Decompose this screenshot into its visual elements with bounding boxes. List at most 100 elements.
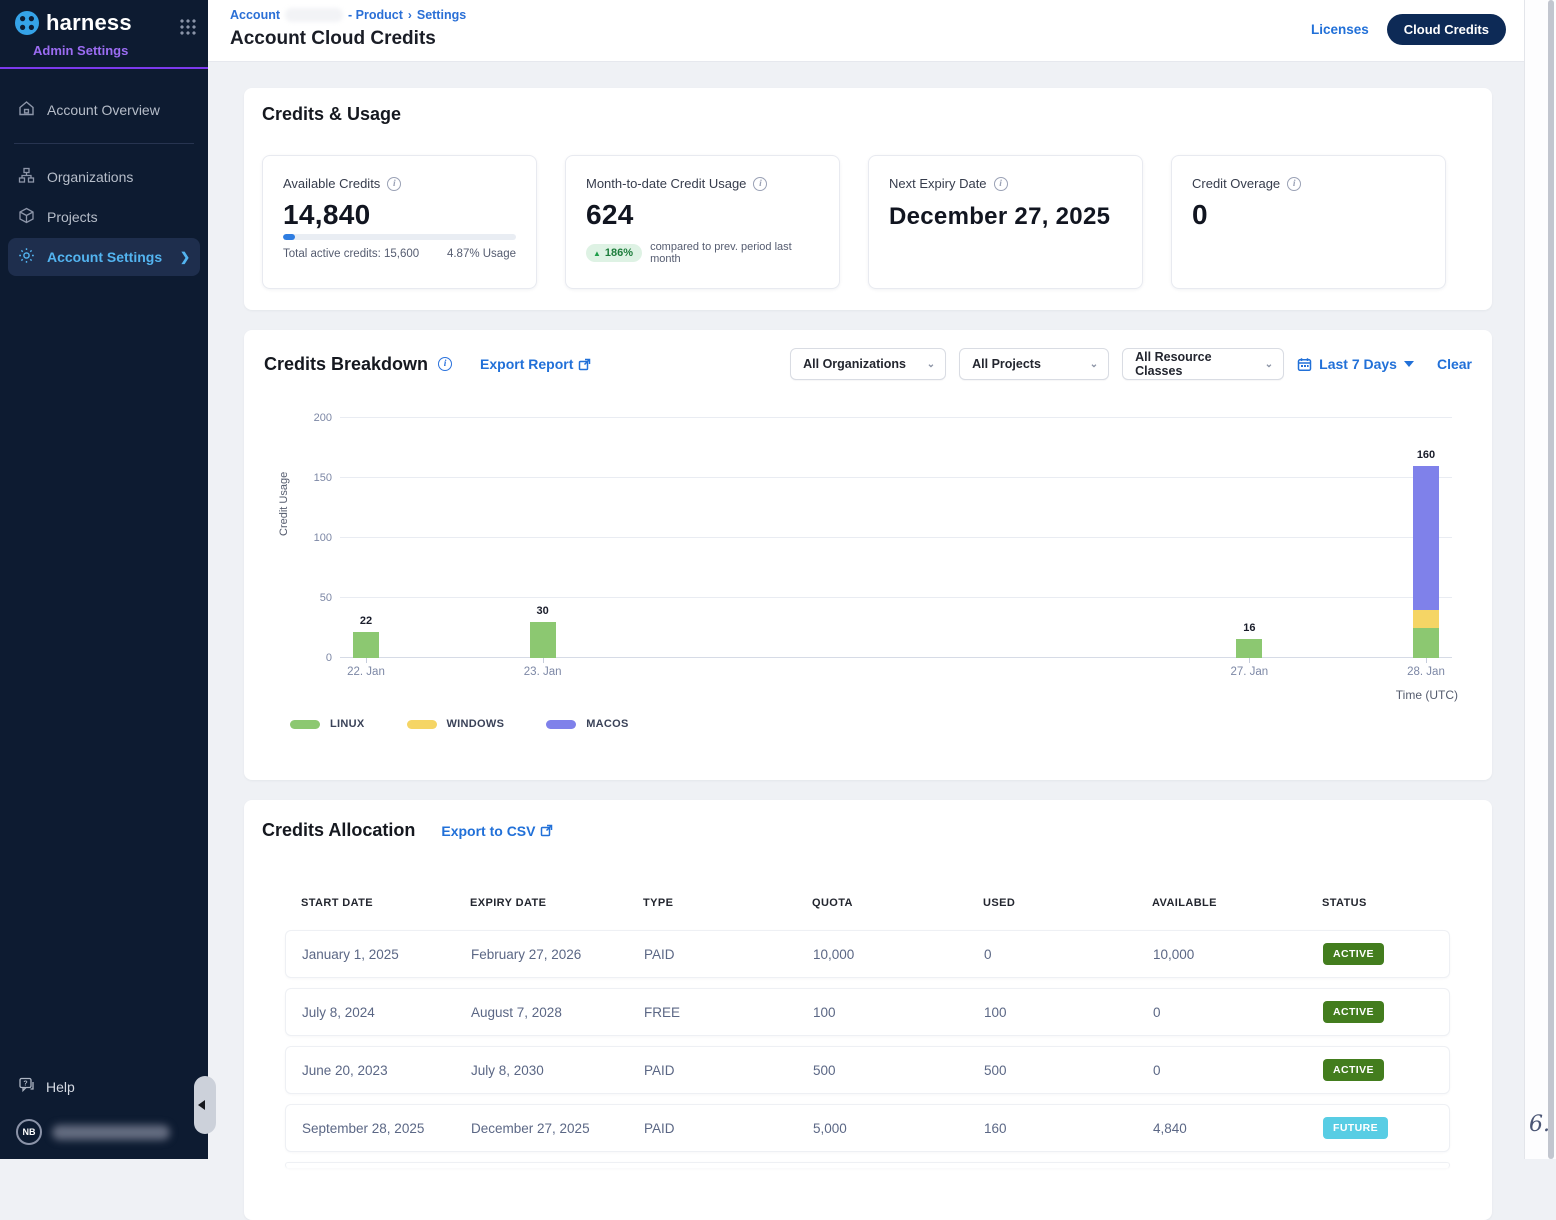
credits-usage-title: Credits & Usage (262, 104, 1474, 125)
projects-filter[interactable]: All Projects⌄ (959, 348, 1109, 380)
sidebar-divider (14, 143, 194, 144)
trend-badge: ▲186% (586, 244, 642, 262)
cell-type: PAID (644, 1063, 813, 1078)
organizations-filter[interactable]: All Organizations⌄ (790, 348, 946, 380)
bar-segment-windows[interactable] (1413, 610, 1439, 628)
x-tick-mark (1426, 658, 1427, 663)
y-tick-label: 100 (300, 532, 332, 544)
user-row[interactable]: NB (0, 1105, 208, 1145)
sidebar-item-account-settings[interactable]: Account Settings ❯ (8, 238, 200, 276)
y-tick-label: 0 (300, 652, 332, 664)
column-header: USED (983, 897, 1152, 909)
home-icon (18, 100, 35, 120)
cell-available: 10,000 (1153, 947, 1323, 962)
cell-start-date: January 1, 2025 (302, 947, 471, 962)
sidebar-item-organizations[interactable]: Organizations (8, 158, 200, 196)
legend-label: LINUX (330, 718, 365, 730)
table-row[interactable]: June 20, 2023 July 8, 2030 PAID 500 500 … (285, 1046, 1450, 1094)
column-header: AVAILABLE (1152, 897, 1322, 909)
bar-value-label: 160 (1396, 449, 1456, 461)
info-icon[interactable]: i (753, 177, 767, 191)
info-icon[interactable]: i (994, 177, 1008, 191)
x-tick-label: 22. Jan (326, 666, 406, 678)
y-tick-label: 150 (300, 472, 332, 484)
table-header-row: START DATE EXPIRY DATE TYPE QUOTA USED A… (285, 886, 1450, 920)
breadcrumb: Account - Product › Settings (230, 8, 466, 22)
licenses-link[interactable]: Licenses (1311, 22, 1369, 37)
cell-used: 100 (984, 1005, 1153, 1020)
chevron-right-icon: ❯ (180, 250, 190, 264)
bar-value-label: 30 (513, 605, 573, 617)
legend-item-macos[interactable]: MACOS (546, 718, 628, 730)
bar-segment-linux[interactable] (1413, 628, 1439, 658)
legend-swatch (290, 720, 320, 729)
header-actions: Licenses Cloud Credits (1311, 14, 1506, 45)
gridline (340, 477, 1452, 478)
x-tick-label: 28. Jan (1386, 666, 1466, 678)
table-row[interactable]: January 1, 2025 February 27, 2026 PAID 1… (285, 930, 1450, 978)
cell-expiry-date: August 7, 2028 (471, 1005, 644, 1020)
breadcrumb-redacted (285, 8, 343, 22)
y-axis-label: Credit Usage (278, 472, 290, 536)
breadcrumb-settings-link[interactable]: Settings (417, 8, 466, 22)
vertical-scrollbar[interactable] (1548, 0, 1554, 1159)
sidebar-item-projects[interactable]: Projects (8, 198, 200, 236)
export-report-link[interactable]: Export Report (480, 356, 591, 372)
brand-name: harness (46, 10, 132, 36)
sidebar-nav: Account Overview Organizations Projects … (0, 91, 208, 276)
chevron-down-icon: ⌄ (1090, 359, 1098, 370)
clear-filters-link[interactable]: Clear (1437, 356, 1472, 372)
table-row[interactable]: September 28, 2025 December 27, 2025 PAI… (285, 1104, 1450, 1152)
cloud-credits-button[interactable]: Cloud Credits (1387, 14, 1506, 45)
svg-text:?: ? (23, 1081, 27, 1088)
bar-segment-linux[interactable] (353, 632, 379, 658)
legend-item-windows[interactable]: WINDOWS (407, 718, 505, 730)
module-title: Admin Settings (33, 43, 208, 58)
cell-used: 500 (984, 1063, 1153, 1078)
y-tick-label: 50 (300, 592, 332, 604)
help-label: Help (46, 1079, 75, 1095)
date-range-picker[interactable]: Last 7 Days (1297, 356, 1414, 372)
harness-logo-icon (14, 10, 40, 41)
resource-classes-filter[interactable]: All Resource Classes⌄ (1122, 348, 1284, 380)
credits-progressbar (283, 234, 516, 240)
available-credits-value: 14,840 (283, 199, 516, 231)
cell-available: 0 (1153, 1063, 1323, 1078)
x-tick-mark (366, 658, 367, 663)
export-csv-link[interactable]: Export to CSV (441, 823, 553, 839)
breadcrumb-account-link[interactable]: Account (230, 8, 280, 22)
gridline (340, 537, 1452, 538)
sidebar-item-label: Projects (47, 209, 98, 225)
chart-legend: LINUX WINDOWS MACOS (290, 718, 629, 730)
credits-allocation-title: Credits Allocation (262, 820, 415, 841)
sidebar-item-label: Organizations (47, 169, 133, 185)
page-title: Account Cloud Credits (230, 28, 436, 50)
credits-breakdown-section: Credits Breakdown i Export Report All Or… (244, 330, 1492, 780)
info-icon[interactable]: i (438, 357, 452, 371)
credit-overage-label: Credit Overage (1192, 176, 1280, 191)
info-icon[interactable]: i (387, 177, 401, 191)
legend-label: WINDOWS (447, 718, 505, 730)
bar-segment-linux[interactable] (530, 622, 556, 658)
column-header: STATUS (1322, 897, 1450, 909)
cell-quota: 500 (813, 1063, 984, 1078)
breadcrumb-product-link[interactable]: - Product (348, 8, 403, 22)
column-header: TYPE (643, 897, 812, 909)
cell-type: PAID (644, 947, 813, 962)
gridline (340, 657, 1452, 658)
info-icon[interactable]: i (1287, 177, 1301, 191)
credit-usage-chart[interactable]: Credit Usage Time (UTC) 0501001502002222… (340, 418, 1452, 658)
legend-item-linux[interactable]: LINUX (290, 718, 365, 730)
sidebar-collapse-handle[interactable] (194, 1076, 216, 1134)
bar-segment-macos[interactable] (1413, 466, 1439, 610)
collapse-arrow-icon (198, 1100, 205, 1110)
help-button[interactable]: ? Help (0, 1068, 208, 1105)
brand-row: harness (0, 0, 208, 41)
table-row[interactable]: July 8, 2024 August 7, 2028 FREE 100 100… (285, 988, 1450, 1036)
sidebar-item-account-overview[interactable]: Account Overview (8, 91, 200, 129)
bar-segment-linux[interactable] (1236, 639, 1262, 658)
org-chart-icon (18, 167, 35, 187)
legend-swatch (407, 720, 437, 729)
next-expiry-value: December 27, 2025 (889, 201, 1122, 232)
app-grid-icon[interactable] (179, 18, 196, 35)
